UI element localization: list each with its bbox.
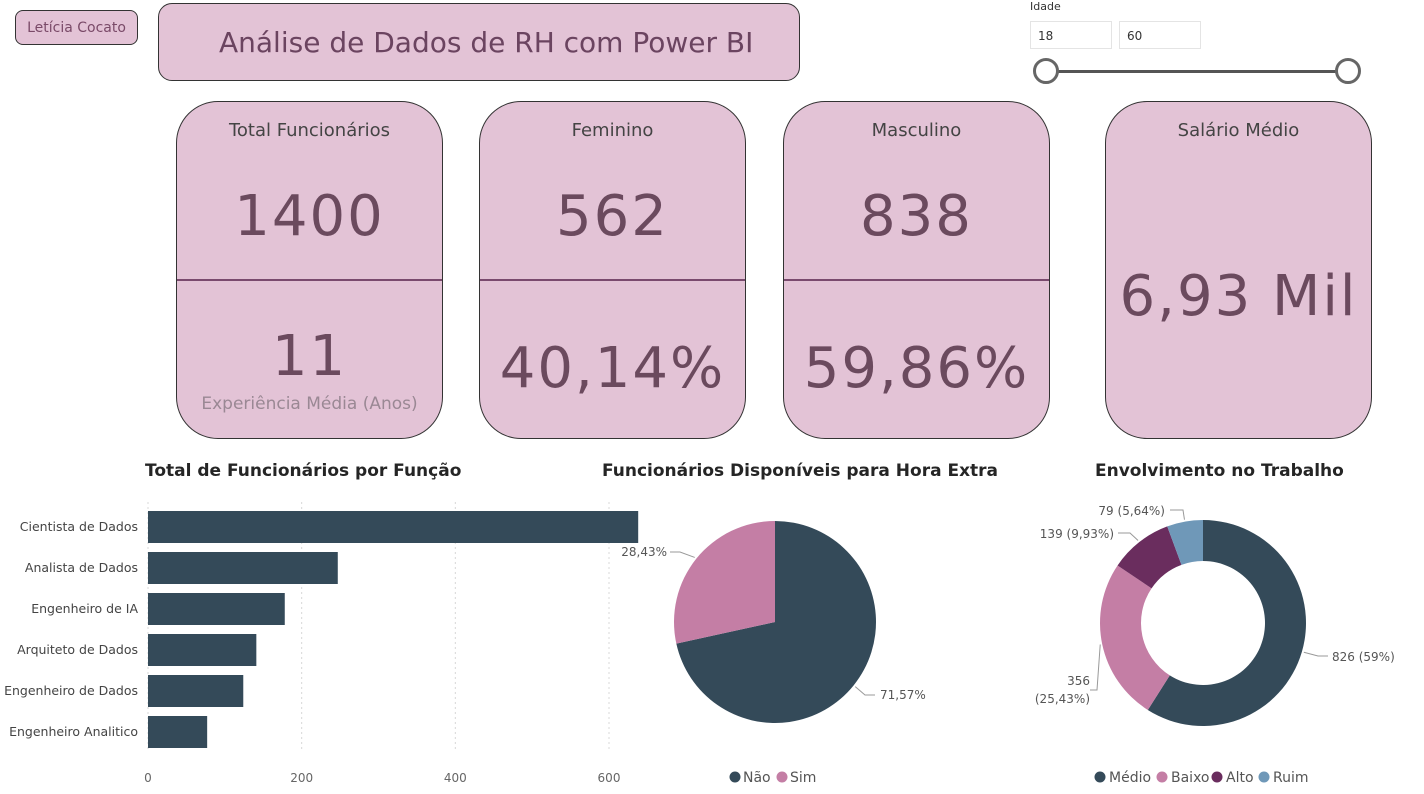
legend-label: Não [743, 770, 771, 786]
legend-marker [1156, 771, 1168, 783]
legend-marker [1211, 771, 1223, 783]
age-slider-max-handle[interactable] [1335, 58, 1361, 84]
donut-chart-title: Envolvimento no Trabalho [1095, 461, 1344, 481]
data-label-leader [1303, 651, 1328, 657]
avg-salary-card: Salário Médio 6,93 Mil [1105, 101, 1372, 439]
female-card: Feminino 562 40,14% [479, 101, 746, 439]
bar-chart-title: Total de Funcionários por Função [145, 461, 462, 481]
female-percent-value: 40,14% [499, 336, 726, 401]
data-label: 71,57% [880, 688, 926, 702]
author-button[interactable]: Letícia Cocato [15, 10, 138, 45]
data-label-leader [670, 551, 695, 558]
data-label-leader [1118, 532, 1139, 541]
age-max-input[interactable]: 60 [1119, 21, 1201, 49]
legend-marker [1258, 771, 1270, 783]
card-title: Masculino [871, 120, 962, 141]
pie-chart-title: Funcionários Disponíveis para Hora Extra [602, 461, 999, 481]
category-label: Analista de Dados [25, 560, 138, 575]
engagement-donut-chart[interactable]: 826 (59%) 356 (25,43%) 139 (9,93%) 79 (5,64%… [1035, 504, 1395, 786]
x-tick-label: 200 [290, 771, 313, 785]
male-count-value: 838 [860, 184, 973, 249]
page-title: Análise de Dados de RH com Power BI [158, 3, 800, 81]
card-title: Feminino [571, 120, 654, 141]
x-tick-label: 400 [444, 771, 467, 785]
data-label: 79 (5,64%) [1098, 504, 1165, 518]
legend-label: Baixo [1171, 770, 1210, 786]
card-title: Salário Médio [1177, 120, 1300, 141]
card-title: Total Funcionários [228, 120, 391, 141]
age-min-input[interactable]: 18 [1030, 21, 1112, 49]
category-label: Engenheiro Analitico [9, 724, 138, 739]
legend-label: Sim [790, 770, 816, 786]
bar[interactable] [148, 552, 338, 584]
category-label: Engenheiro de Dados [4, 683, 138, 698]
data-label: 356 [1067, 674, 1090, 688]
x-tick-label: 600 [598, 771, 621, 785]
data-label: (25,43%) [1035, 692, 1090, 706]
card-divider [784, 279, 1049, 281]
category-label: Cientista de Dados [20, 519, 138, 534]
avg-experience-label: Experiência Média (Anos) [201, 394, 418, 414]
data-label: 826 (59%) [1332, 650, 1395, 664]
bar[interactable] [148, 716, 208, 748]
total-employees-value: 1400 [234, 184, 385, 249]
pie-slice[interactable] [1117, 526, 1182, 589]
category-label: Arquiteto de Dados [17, 642, 138, 657]
age-slicer-label: Idade [1030, 0, 1061, 13]
bar[interactable] [148, 675, 244, 707]
bar[interactable] [148, 634, 257, 666]
category-label: Engenheiro de IA [31, 601, 138, 616]
age-slider-track[interactable] [1046, 70, 1348, 73]
pie-slice[interactable] [674, 521, 775, 644]
avg-experience-value: 11 [271, 324, 348, 389]
data-label: 139 (9,93%) [1040, 527, 1114, 541]
legend-label: Ruim [1273, 770, 1309, 786]
pie-slice[interactable] [676, 521, 877, 723]
female-count-value: 562 [556, 184, 669, 249]
card-divider [480, 279, 745, 281]
pie-slice[interactable] [1100, 565, 1170, 710]
card-divider [177, 279, 442, 281]
data-label-leader [854, 686, 875, 696]
overtime-pie-chart[interactable]: 71,57% 28,43% Não Sim [621, 521, 926, 786]
legend-marker [776, 771, 788, 783]
data-label-leader [1170, 509, 1185, 520]
male-card: Masculino 838 59,86% [783, 101, 1050, 439]
avg-salary-value: 6,93 Mil [1119, 264, 1358, 329]
legend-label: Alto [1226, 770, 1254, 786]
legend-marker [1094, 771, 1106, 783]
legend-label: Médio [1109, 770, 1151, 786]
age-slider-min-handle[interactable] [1033, 58, 1059, 84]
bar-chart[interactable]: 0 200 400 600 Cientista de Dados Analista de … [4, 502, 639, 785]
data-label: 28,43% [621, 545, 667, 559]
pie-slice[interactable] [1167, 520, 1203, 565]
total-employees-card: Total Funcionários 1400 11 Experiência M… [176, 101, 443, 439]
bar[interactable] [148, 593, 285, 625]
male-percent-value: 59,86% [803, 336, 1030, 401]
x-tick-label: 0 [144, 771, 152, 785]
data-label-leader [1090, 644, 1101, 691]
bar[interactable] [148, 511, 639, 543]
pie-slice[interactable] [1147, 520, 1306, 726]
charts-canvas: 0 200 400 600 Cientista de Dados Analista de … [4, 502, 1395, 786]
legend-marker [729, 771, 741, 783]
